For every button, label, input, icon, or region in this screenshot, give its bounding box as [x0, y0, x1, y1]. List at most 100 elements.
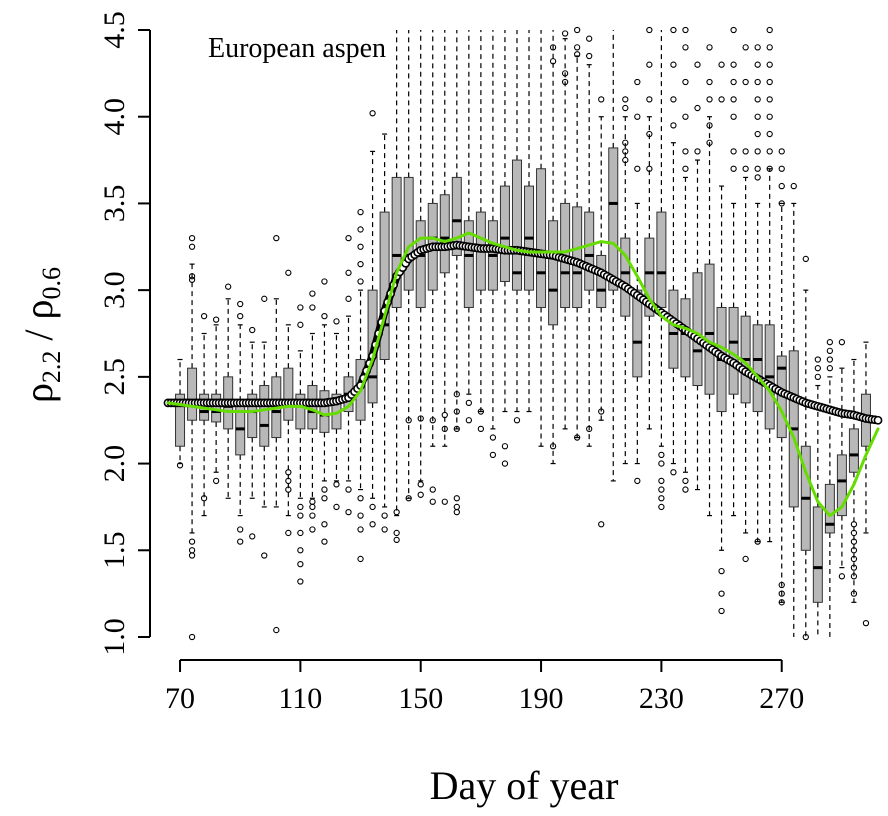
box-outlier [742, 44, 749, 51]
box-outlier [405, 495, 412, 502]
box-outlier [297, 512, 304, 519]
box-outlier [634, 78, 641, 86]
box-body [499, 185, 510, 282]
box-outlier [658, 486, 665, 493]
box-214 [608, 30, 619, 482]
box-outlier [237, 538, 244, 545]
box-outlier [321, 495, 328, 502]
box-outlier [477, 425, 485, 433]
box-outlier [574, 51, 581, 58]
x-tick-label: 230 [639, 682, 684, 715]
y-label-rho-2: ρ [16, 299, 61, 319]
box-outlier [658, 503, 665, 511]
box-outlier [345, 486, 352, 493]
box-outlier [489, 434, 497, 441]
box-outlier [333, 503, 340, 511]
box-outlier [453, 425, 460, 433]
box-body [463, 220, 474, 308]
box-outlier [321, 278, 328, 285]
box-outlier [453, 408, 460, 415]
box-outlier [850, 590, 858, 597]
y-axis-label: ρ2.2 / ρ0.6 [16, 267, 66, 403]
box-74 [187, 234, 198, 641]
box-outlier [754, 165, 761, 172]
box-body [548, 220, 559, 326]
box-outlier [706, 122, 713, 129]
box-outlier [754, 61, 761, 68]
box-outlier [778, 200, 785, 207]
box-outlier [850, 538, 858, 545]
box-outlier [477, 408, 485, 415]
box-outlier [297, 561, 304, 568]
box-outlier [682, 44, 689, 51]
box-body [680, 298, 691, 378]
box-body [692, 272, 703, 387]
box-outlier [598, 96, 605, 103]
box-outlier [826, 356, 834, 363]
box-outlier [730, 78, 737, 86]
box-outlier [754, 148, 761, 155]
box-238 [680, 26, 691, 493]
box-outlier [778, 590, 785, 597]
box-outlier [598, 521, 605, 528]
box-outlier [297, 321, 304, 328]
box-154 [427, 30, 438, 505]
box-outlier [814, 365, 821, 372]
box-outlier [200, 313, 208, 320]
box-258 [740, 44, 751, 563]
box-outlier [850, 547, 858, 554]
box-290 [836, 339, 847, 580]
box-outlier [766, 113, 773, 120]
box-body [259, 385, 270, 447]
box-194 [548, 30, 559, 465]
box-body [175, 393, 186, 447]
box-outlier [212, 477, 220, 485]
box-outlier [417, 415, 424, 422]
box-82 [211, 316, 222, 485]
box-outlier [802, 255, 809, 263]
box-outlier [826, 365, 834, 372]
box-outlier [453, 391, 460, 398]
box-outlier [309, 526, 316, 533]
box-outlier [321, 521, 328, 528]
x-axis-label: Day of year [430, 763, 619, 808]
box-body [536, 168, 547, 308]
box-102 [271, 234, 282, 634]
box-90 [235, 300, 246, 545]
box-outlier [730, 61, 737, 68]
box-outlier [634, 113, 641, 120]
box-outlier [345, 295, 352, 302]
y-tick-label: 1.5 [98, 532, 131, 570]
box-outlier [766, 96, 773, 103]
box-body [644, 237, 655, 317]
box-242 [692, 61, 703, 491]
box-254 [728, 26, 739, 517]
y-label-rho-1: ρ [16, 383, 61, 403]
box-110 [295, 304, 306, 585]
box-outlier [321, 486, 328, 493]
box-outlier [778, 599, 785, 606]
box-outlier [501, 443, 509, 450]
box-198 [560, 30, 571, 430]
box-210 [596, 96, 607, 528]
box-outlier [357, 243, 364, 250]
box-226 [644, 26, 655, 430]
box-outlier [357, 555, 364, 563]
box-outlier [393, 529, 400, 537]
box-body [668, 289, 679, 369]
box-outlier [754, 44, 761, 51]
box-outlier [622, 148, 629, 155]
box-250 [716, 61, 727, 615]
box-outlier [357, 512, 364, 519]
box-outlier [393, 508, 400, 516]
box-body [812, 506, 823, 603]
box-outlier [766, 78, 773, 86]
box-178 [499, 30, 510, 467]
y-label-sep: / [16, 319, 61, 350]
box-outlier [501, 460, 509, 467]
box-outlier [321, 538, 328, 545]
box-outlier [357, 226, 364, 233]
box-body [656, 211, 667, 308]
plot-annotation: European aspen [208, 33, 386, 64]
box-outlier [453, 495, 460, 502]
